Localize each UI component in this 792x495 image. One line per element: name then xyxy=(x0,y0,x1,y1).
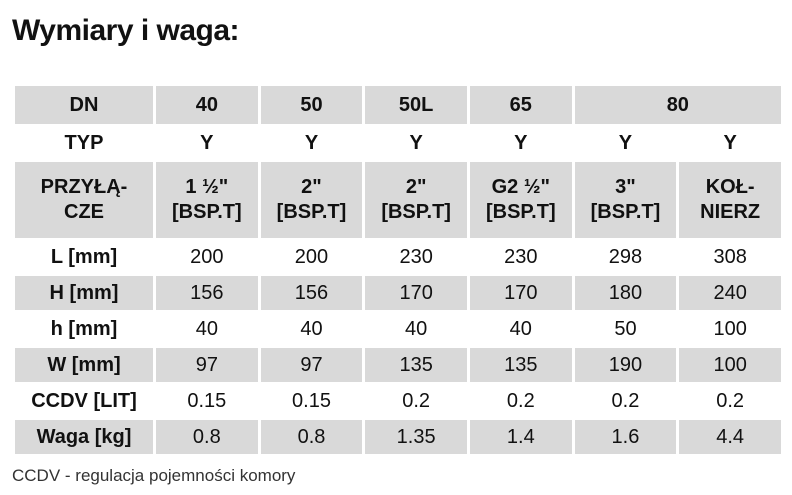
table-cell: Y xyxy=(514,131,528,154)
table-cell: Waga [kg] xyxy=(15,420,153,454)
table-cell: 97 xyxy=(260,348,363,382)
table-cell: 97 xyxy=(156,348,258,382)
table-cell: 135 xyxy=(365,348,467,382)
table-cell: 230 xyxy=(504,245,538,268)
table-row: h [mm] 40 40 40 40 50 100 xyxy=(15,312,781,346)
table-cell: 0.2 xyxy=(611,389,640,412)
table-cell: 0.15 xyxy=(292,389,331,412)
table-cell: 40 xyxy=(509,317,532,340)
table-cell: 1 ½" [BSP.T] xyxy=(156,162,258,238)
table-row: TYP Y Y Y Y Y Y xyxy=(15,126,781,160)
table-cell: Y xyxy=(723,131,737,154)
table-cell: KOŁ- NIERZ xyxy=(679,162,781,238)
table-cell: 135 xyxy=(469,348,572,382)
table-cell: 240 xyxy=(679,276,781,310)
table-cell: 50 xyxy=(614,317,637,340)
table-cell: 3" [BSP.T] xyxy=(574,162,677,238)
table-cell: 40 xyxy=(300,317,323,340)
footnote: CCDV - regulacja pojemności komory xyxy=(12,466,296,485)
table-row: CCDV [LIT] 0.15 0.15 0.2 0.2 0.2 0.2 xyxy=(15,384,781,418)
table-cell: 40 xyxy=(405,317,428,340)
table-cell: H [mm] xyxy=(15,276,153,310)
table-cell: 170 xyxy=(469,276,572,310)
table-cell: 200 xyxy=(190,245,224,268)
title: Wymiary i waga: xyxy=(12,14,240,47)
table-cell: PRZYŁĄ- CZE xyxy=(15,162,153,238)
table-row: DN 40 50 50L 65 80 xyxy=(15,86,781,124)
table-cell: DN xyxy=(15,86,153,124)
table-cell: 65 xyxy=(469,86,572,124)
table-cell: 180 xyxy=(574,276,677,310)
table-cell: 230 xyxy=(399,245,433,268)
table-cell: Y xyxy=(409,131,423,154)
table-row: PRZYŁĄ- CZE 1 ½" [BSP.T] 2" [BSP.T] 2" [BSP… xyxy=(15,162,781,238)
table-cell: Y xyxy=(200,131,214,154)
table-cell: Y xyxy=(618,131,633,154)
table-cell: TYP xyxy=(64,131,104,154)
table-row: H [mm] 156 156 170 170 180 240 xyxy=(15,276,781,310)
table-cell: 190 xyxy=(574,348,677,382)
table-row: L [mm] 200 200 230 230 298 308 xyxy=(15,240,781,274)
table-cell: 100 xyxy=(713,317,747,340)
table-cell: 2" [BSP.T] xyxy=(365,162,467,238)
table-cell: 1.35 xyxy=(365,420,467,454)
table-cell: 0.2 xyxy=(506,389,535,412)
table-cell: 156 xyxy=(260,276,363,310)
table-cell: 40 xyxy=(195,317,218,340)
table-cell: 4.4 xyxy=(679,420,781,454)
spec-table: DN 40 50 50L 65 80 TYP Y Y Y Y Y Y PRZYŁĄ- CZE 1 ½" [B… xyxy=(12,84,784,456)
table-cell: 156 xyxy=(156,276,258,310)
table-cell: W [mm] xyxy=(15,348,153,382)
table-cell: 1.6 xyxy=(574,420,677,454)
table-cell: 50 xyxy=(260,86,363,124)
table-row: W [mm] 97 97 135 135 190 100 xyxy=(15,348,781,382)
table-cell: 298 xyxy=(608,245,643,268)
table-row: Waga [kg] 0.8 0.8 1.35 1.4 1.6 4.4 xyxy=(15,420,781,454)
table-cell: 0.8 xyxy=(156,420,258,454)
table-cell: 0.2 xyxy=(716,389,745,412)
table-cell: Y xyxy=(304,131,319,154)
table-cell: G2 ½" [BSP.T] xyxy=(469,162,572,238)
table-cell: 0.15 xyxy=(187,389,227,412)
table-cell: 80 xyxy=(574,86,781,124)
table-cell: 50L xyxy=(365,86,467,124)
table-cell: 200 xyxy=(294,245,329,268)
table-cell: 100 xyxy=(679,348,781,382)
table-cell: 0.8 xyxy=(260,420,363,454)
table-cell: 170 xyxy=(365,276,467,310)
table-cell: CCDV [LIT] xyxy=(31,389,137,412)
table-cell: 308 xyxy=(713,245,747,268)
table-cell: 2" [BSP.T] xyxy=(260,162,363,238)
table-cell: 40 xyxy=(156,86,258,124)
table-cell: L [mm] xyxy=(50,245,118,268)
table-cell: h [mm] xyxy=(50,317,118,340)
table-cell: 0.2 xyxy=(402,389,431,412)
table-cell: 1.4 xyxy=(469,420,572,454)
